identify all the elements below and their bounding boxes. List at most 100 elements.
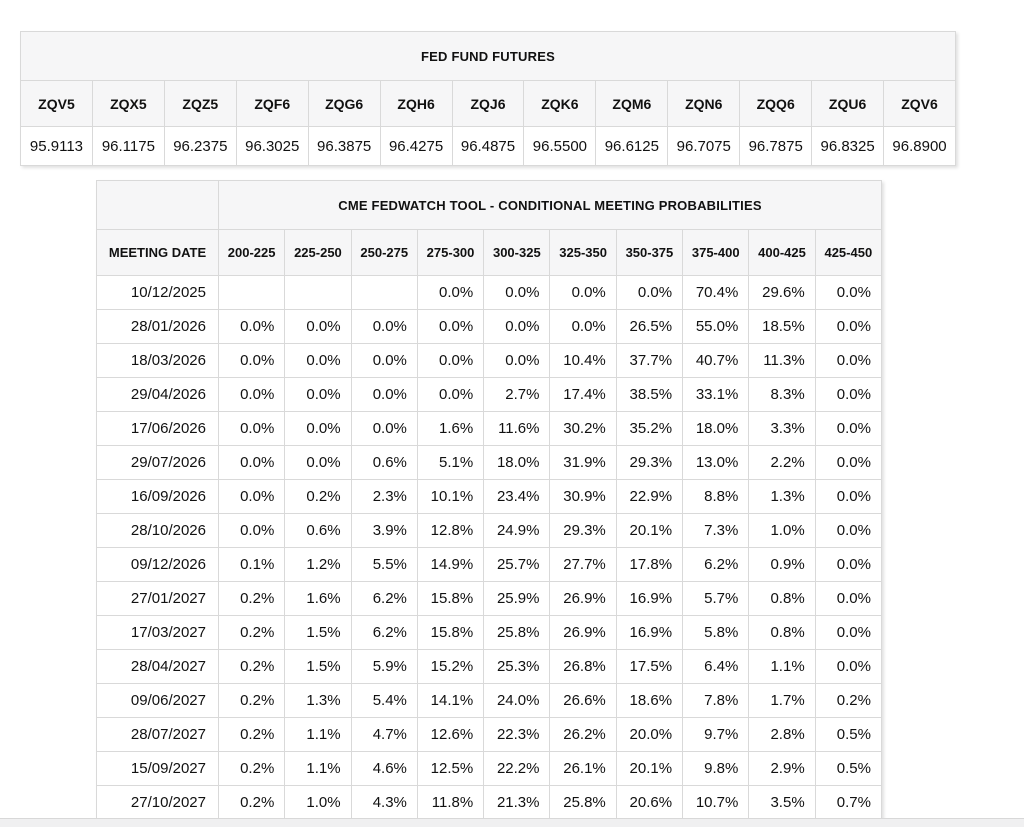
probability-cell: 29.3%	[615, 445, 684, 480]
probability-cell: 33.1%	[682, 377, 750, 412]
probability-cell: 4.6%	[350, 751, 418, 786]
probability-cell: 0.0%	[814, 547, 883, 582]
probability-cell: 35.2%	[615, 411, 684, 446]
probability-cell: 7.3%	[682, 513, 750, 548]
probability-cell: 8.8%	[682, 479, 750, 514]
probability-cell: 9.7%	[682, 717, 750, 752]
bottom-page-divider	[0, 818, 1024, 827]
meeting-row: 10/12/2025 0.0% 0.0% 0.0% 0.0% 70.4% 29.6% 0.0%	[96, 275, 883, 310]
futures-ticker-cell: ZQV5	[20, 80, 93, 127]
probability-cell: 0.0%	[284, 445, 352, 480]
fedwatch-table-title: CME FEDWATCH TOOL - CONDITIONAL MEETING …	[218, 180, 882, 230]
meeting-row: 17/03/2027 0.2% 1.5% 6.2% 15.8% 25.8% 26.9% 16.…	[96, 615, 883, 650]
probability-cell: 0.0%	[814, 445, 883, 480]
probability-cell: 0.0%	[416, 275, 485, 310]
meeting-date-cell: 28/10/2026	[96, 513, 219, 548]
probability-cell: 25.7%	[483, 547, 551, 582]
probability-cell: 0.0%	[814, 309, 883, 344]
probability-cell: 0.0%	[217, 377, 286, 412]
meeting-date-cell: 10/12/2025	[96, 275, 219, 310]
futures-price-cell: 96.3875	[307, 126, 381, 166]
probability-cell: 0.0%	[284, 309, 352, 344]
probability-cell: 11.6%	[483, 411, 551, 446]
meeting-row: 29/04/2026 0.0% 0.0% 0.0% 0.0% 2.7% 17.4% 38.5%…	[96, 377, 883, 412]
futures-ticker-cell: ZQJ6	[451, 80, 525, 127]
futures-ticker-cell: ZQG6	[307, 80, 381, 127]
probability-cell: 0.0%	[350, 377, 418, 412]
futures-ticker-cell: ZQH6	[379, 80, 453, 127]
futures-ticker-cell: ZQF6	[235, 80, 309, 127]
probability-cell: 2.7%	[483, 377, 551, 412]
probability-cell: 25.9%	[483, 581, 551, 616]
futures-table-title: FED FUND FUTURES	[20, 31, 956, 81]
futures-price-cell: 95.9113	[20, 126, 93, 166]
probability-cell: 6.4%	[682, 649, 750, 684]
futures-ticker-cell: ZQU6	[811, 80, 885, 127]
probability-cell: 20.1%	[615, 513, 684, 548]
probability-cell: 0.0%	[814, 343, 883, 378]
futures-ticker-cell: ZQV6	[883, 80, 956, 127]
probability-cell: 11.3%	[748, 343, 816, 378]
meeting-row: 28/04/2027 0.2% 1.5% 5.9% 15.2% 25.3% 26.8% 17.…	[96, 649, 883, 684]
probability-cell: 1.1%	[284, 751, 352, 786]
probability-cell: 55.0%	[682, 309, 750, 344]
probability-cell: 0.2%	[217, 581, 286, 616]
meeting-date-cell: 09/12/2026	[96, 547, 219, 582]
probability-cell: 1.2%	[284, 547, 352, 582]
rate-range-header: 375-400	[682, 229, 750, 276]
meeting-row: 15/09/2027 0.2% 1.1% 4.6% 12.5% 22.2% 26.1% 20.…	[96, 751, 883, 786]
fedwatch-title-row: CME FEDWATCH TOOL - CONDITIONAL MEETING …	[96, 180, 882, 230]
probability-cell: 24.0%	[483, 683, 551, 718]
probability-cell: 0.0%	[416, 377, 485, 412]
meeting-row: 17/06/2026 0.0% 0.0% 0.0% 1.6% 11.6% 30.2% 35.2…	[96, 411, 883, 446]
meeting-row: 28/07/2027 0.2% 1.1% 4.7% 12.6% 22.3% 26.2% 20.…	[96, 717, 883, 752]
probability-cell: 0.2%	[284, 479, 352, 514]
futures-price-cell: 96.4875	[451, 126, 525, 166]
probability-cell: 20.6%	[615, 785, 684, 820]
probability-cell: 3.5%	[748, 785, 816, 820]
probability-cell: 5.7%	[682, 581, 750, 616]
probability-cell: 0.0%	[217, 479, 286, 514]
probability-cell: 70.4%	[682, 275, 750, 310]
probability-cell: 4.7%	[350, 717, 418, 752]
probability-cell: 16.9%	[615, 615, 684, 650]
probability-cell: 0.0%	[814, 649, 883, 684]
rate-range-header: 350-375	[615, 229, 684, 276]
probability-cell: 25.3%	[483, 649, 551, 684]
rate-range-header: 200-225	[217, 229, 286, 276]
probability-cell: 0.0%	[814, 275, 883, 310]
probability-cell: 18.6%	[615, 683, 684, 718]
probability-cell: 25.8%	[549, 785, 617, 820]
futures-price-cell: 96.7875	[739, 126, 813, 166]
futures-ticker-cell: ZQK6	[523, 80, 597, 127]
probability-cell: 30.9%	[549, 479, 617, 514]
meeting-date-cell: 17/06/2026	[96, 411, 219, 446]
futures-ticker-cell: ZQN6	[667, 80, 741, 127]
probability-cell: 5.5%	[350, 547, 418, 582]
probability-cell: 0.6%	[350, 445, 418, 480]
fedwatch-body: 10/12/2025 0.0% 0.0% 0.0% 0.0% 70.4% 29.6% 0.0%…	[96, 275, 883, 820]
probability-cell: 15.2%	[416, 649, 485, 684]
probability-cell: 0.0%	[483, 275, 551, 310]
meeting-date-cell: 29/07/2026	[96, 445, 219, 480]
probability-cell: 14.1%	[416, 683, 485, 718]
futures-price-cell: 96.2375	[163, 126, 237, 166]
meeting-date-cell: 28/04/2027	[96, 649, 219, 684]
probability-cell: 0.2%	[217, 615, 286, 650]
probability-cell: 12.8%	[416, 513, 485, 548]
probability-cell: 1.1%	[284, 717, 352, 752]
futures-table-grid: FED FUND FUTURES ZQV5 ZQX5 ZQZ5 ZQF6 ZQG6 ZQH…	[20, 31, 956, 166]
probability-cell: 0.0%	[416, 343, 485, 378]
probability-cell: 25.8%	[483, 615, 551, 650]
probability-cell: 29.6%	[748, 275, 816, 310]
probability-cell: 10.7%	[682, 785, 750, 820]
futures-price-row: 95.9113 96.1175 96.2375 96.3025 96.3875 96.42…	[20, 126, 956, 166]
probability-cell: 0.0%	[284, 343, 352, 378]
probability-cell: 0.0%	[217, 309, 286, 344]
probability-cell: 1.7%	[748, 683, 816, 718]
probability-cell: 0.8%	[748, 581, 816, 616]
probability-cell: 1.3%	[748, 479, 816, 514]
probability-cell: 18.5%	[748, 309, 816, 344]
probability-cell: 0.0%	[549, 309, 617, 344]
probability-cell: 26.9%	[549, 615, 617, 650]
